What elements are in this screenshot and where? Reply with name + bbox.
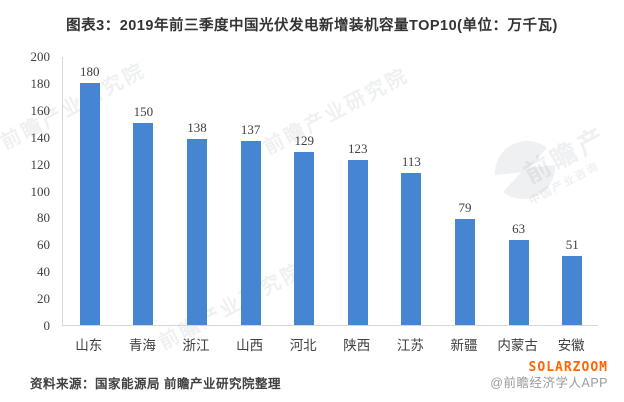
x-category-label-安徽: 安徽 xyxy=(557,338,585,353)
bar-group-江苏: 113 xyxy=(385,155,439,325)
bar-group-内蒙古: 63 xyxy=(492,222,546,325)
plot-area: 180 150 138 137 129 123 113 79 63 51 xyxy=(62,57,598,326)
bar-浙江 xyxy=(186,139,207,325)
bar-安徽 xyxy=(562,256,583,325)
x-category-label-河北: 河北 xyxy=(289,338,317,353)
bar-山东 xyxy=(79,82,100,325)
x-category-label-新疆: 新疆 xyxy=(450,338,478,353)
bar-value-label: 150 xyxy=(133,104,154,120)
qianzhan-app-credit: @前瞻经济学人APP xyxy=(490,376,608,390)
x-category-label-陕西: 陕西 xyxy=(343,338,371,353)
bar-group-山东: 180 xyxy=(63,63,117,325)
y-tick-label-40: 40 xyxy=(37,264,50,280)
bar-陕西 xyxy=(347,159,368,325)
bar-group-安徽: 51 xyxy=(545,238,599,325)
bar-value-label: 63 xyxy=(512,221,526,237)
x-category-label-青海: 青海 xyxy=(128,338,156,353)
bar-内蒙古 xyxy=(508,240,529,325)
y-tick-label-120: 120 xyxy=(30,156,51,172)
bar-value-label: 138 xyxy=(187,120,207,136)
bar-group-河北: 129 xyxy=(277,132,331,325)
x-category-label-山东: 山东 xyxy=(75,338,103,353)
y-tick-label-200: 200 xyxy=(30,49,51,64)
bar-group-新疆: 79 xyxy=(438,199,492,325)
bar-value-label: 123 xyxy=(348,140,368,156)
bar-group-陕西: 123 xyxy=(331,140,385,325)
bar-青海 xyxy=(133,123,154,325)
bar-group-山西: 137 xyxy=(224,121,278,325)
bar-group-青海: 150 xyxy=(117,105,171,325)
chart-title: 图表3：2019年前三季度中国光伏发电新增装机容量TOP10(单位：万千瓦) xyxy=(66,18,558,34)
y-tick-label-0: 0 xyxy=(43,318,51,333)
bar-value-label: 51 xyxy=(565,237,579,253)
bar-value-label: 113 xyxy=(401,154,421,170)
solarzoom-logo: SOLARZOOM xyxy=(528,360,608,375)
source-note: 资料来源：国家能源局 前瞻产业研究院整理 xyxy=(30,377,281,391)
x-category-label-山西: 山西 xyxy=(236,338,264,353)
bar-value-label: 129 xyxy=(294,132,314,148)
y-tick-label-160: 160 xyxy=(30,102,51,118)
bar-value-label: 79 xyxy=(458,199,472,215)
y-tick-label-100: 100 xyxy=(30,183,51,199)
bar-group-浙江: 138 xyxy=(170,121,224,325)
y-tick-label-80: 80 xyxy=(37,210,50,226)
bar-河北 xyxy=(294,151,315,325)
x-category-label-浙江: 浙江 xyxy=(182,338,210,353)
bar-value-label: 137 xyxy=(240,121,261,137)
y-tick-label-180: 180 xyxy=(30,75,51,91)
brand-box: SOLARZOOM @前瞻经济学人APP xyxy=(490,360,608,391)
y-tick-label-60: 60 xyxy=(37,237,50,253)
bar-山西 xyxy=(240,140,261,325)
y-tick-label-140: 140 xyxy=(30,129,51,145)
y-tick-label-20: 20 xyxy=(37,291,50,307)
x-category-label-江苏: 江苏 xyxy=(396,338,424,353)
bar-value-label: 180 xyxy=(80,63,100,79)
bar-江苏 xyxy=(401,173,422,325)
bar-新疆 xyxy=(454,218,475,325)
x-category-label-内蒙古: 内蒙古 xyxy=(497,338,538,353)
